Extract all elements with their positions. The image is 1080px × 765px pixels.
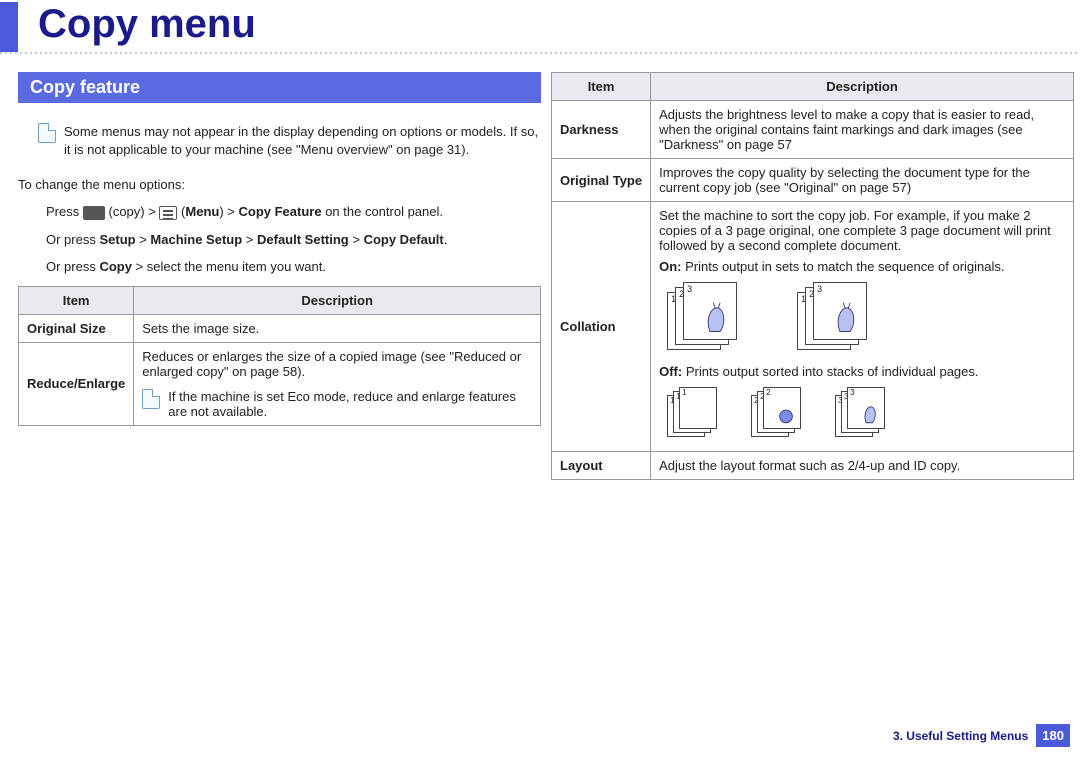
content-columns: Copy feature Some menus may not appear i…	[0, 72, 1080, 480]
page-number: 180	[1036, 724, 1070, 747]
step-1: Press (copy) > (Menu) > Copy Feature on …	[46, 204, 541, 220]
menu-list-icon	[159, 206, 177, 220]
note-text: Some menus may not appear in the display…	[64, 123, 541, 159]
cell-item: Darkness	[552, 101, 651, 159]
left-th-item: Item	[19, 286, 134, 314]
table-row: Darkness Adjusts the brightness level to…	[552, 101, 1074, 159]
right-column: Item Description Darkness Adjusts the br…	[551, 72, 1074, 480]
page-title: Copy menu	[0, 2, 1080, 52]
cell-desc: Adjust the layout format such as 2/4-up …	[651, 452, 1074, 480]
cell-item: Layout	[552, 452, 651, 480]
step-3: Or press Copy > select the menu item you…	[46, 259, 541, 274]
eco-subnote: If the machine is set Eco mode, reduce a…	[142, 389, 532, 419]
table-row: Collation Set the machine to sort the co…	[552, 202, 1074, 452]
sheet-stack: 3 3 3	[835, 387, 889, 441]
title-rule	[0, 52, 1080, 54]
collation-off-illustration: 111 2 2 2 3 3 3	[667, 387, 1065, 441]
right-th-item: Item	[552, 73, 651, 101]
right-feature-table: Item Description Darkness Adjusts the br…	[551, 72, 1074, 480]
left-column: Copy feature Some menus may not appear i…	[18, 72, 541, 480]
intro-text: To change the menu options:	[18, 177, 541, 192]
note-box: Some menus may not appear in the display…	[38, 123, 541, 159]
step-2: Or press Setup > Machine Setup > Default…	[46, 232, 541, 247]
table-row: Original Type Improves the copy quality …	[552, 159, 1074, 202]
cell-item: Reduce/Enlarge	[19, 342, 134, 425]
cell-desc: Set the machine to sort the copy job. Fo…	[651, 202, 1074, 452]
note-icon	[38, 123, 56, 143]
table-row: Original Size Sets the image size.	[19, 314, 541, 342]
page-footer: 3. Useful Setting Menus 180	[893, 724, 1070, 747]
cell-item: Original Size	[19, 314, 134, 342]
note-icon	[142, 389, 160, 409]
cell-desc: Reduces or enlarges the size of a copied…	[134, 342, 541, 425]
table-row: Reduce/Enlarge Reduces or enlarges the s…	[19, 342, 541, 425]
chapter-label: 3. Useful Setting Menus	[893, 729, 1028, 743]
sheet-stack: 111	[667, 387, 721, 441]
cell-desc: Adjusts the brightness level to make a c…	[651, 101, 1074, 159]
collation-on-illustration: 1 2 3 1 2 3	[667, 282, 1065, 352]
sheet-stack: 2 2 2	[751, 387, 805, 441]
cell-item: Collation	[552, 202, 651, 452]
cell-desc: Improves the copy quality by selecting t…	[651, 159, 1074, 202]
table-row: Layout Adjust the layout format such as …	[552, 452, 1074, 480]
left-th-desc: Description	[134, 286, 541, 314]
right-th-desc: Description	[651, 73, 1074, 101]
sheet-stack: 1 2 3	[797, 282, 867, 352]
cell-item: Original Type	[552, 159, 651, 202]
left-feature-table: Item Description Original Size Sets the …	[18, 286, 541, 426]
cell-desc: Sets the image size.	[134, 314, 541, 342]
copy-device-icon	[83, 206, 105, 220]
sheet-stack: 1 2 3	[667, 282, 737, 352]
section-title: Copy feature	[18, 72, 541, 103]
